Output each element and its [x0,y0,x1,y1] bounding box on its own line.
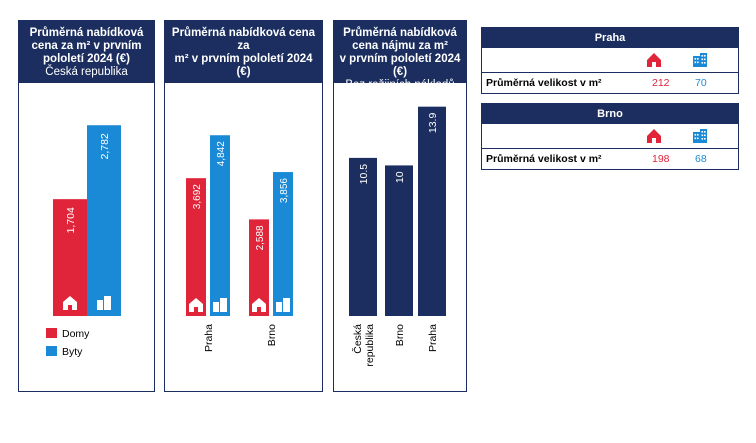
chart-title-line: Průměrná nabídková cena za [171,27,316,52]
category-label: republika [364,324,376,367]
data-label: 13.9 [427,113,439,134]
size-table-brno: Brno Průměrná velikost v m² 198 68 [481,103,739,170]
chart-title-line: cena nájmu za m² [352,40,448,52]
category-label: Brno [394,324,406,346]
house-icon [252,298,266,312]
chart-subtitle: Česká republika [45,66,128,78]
size-table-praha: Praha Průměrná velikost v m² 212 70 [481,27,739,94]
rent-bar [385,165,413,316]
bar-chart: 10.5 Česká republika 10 Brno 13.9 Praha [349,106,446,367]
apartment-building-icon [693,129,707,143]
flats-bar [87,125,121,316]
chart-title-line: m² v prvním pololetí 2024 (€) [174,53,313,78]
rent-bar [418,106,446,317]
category-label: Česká [351,324,364,354]
data-label: 3,856 [279,178,290,203]
table-row: Průměrná velikost v m² 212 70 [482,73,738,93]
apartment-building-icon [97,296,111,310]
chart-title-line: v prvním pololetí 2024 (€) [339,53,461,78]
house-icon [63,296,77,310]
data-label: 10 [394,171,406,183]
rent-bar [349,157,377,316]
panel-header: Průměrná nabídková cena za m² v prvním p… [19,21,154,83]
flats-bar [210,135,230,316]
house-icon [647,129,661,143]
chart-title-line: pololetí 2024 (€) [43,53,130,65]
houses-size-value: 212 [652,77,670,89]
legend-swatch-houses [46,328,57,338]
apartment-building-icon [276,298,290,312]
legend-label-houses: Domy [62,328,90,340]
chart-title-line: cena za m² v prvním [31,40,142,52]
houses-bar [249,219,269,316]
row-label: Průměrná velikost v m² [486,77,602,89]
chart-panel-czech-republic: Průměrná nabídková cena za m² v prvním p… [18,20,155,392]
houses-size-value: 198 [652,153,670,165]
row-label: Průměrná velikost v m² [486,153,602,165]
bar-chart: 3,692 4,842 Praha 2,588 3,856 Brno [186,135,293,352]
chart-title-line: Průměrná nabídková [29,27,144,39]
table-icon-row [482,124,738,149]
chart-title-line: Průměrná nabídková [343,27,457,39]
category-label: Praha [427,324,439,352]
legend-swatch-flats [46,346,57,356]
flats-size-value: 68 [695,153,707,165]
table-icon-row [482,48,738,73]
data-label: 1,704 [65,207,77,233]
panel-header: Průměrná nabídková cena nájmu za m² v pr… [334,21,466,91]
data-label: 2,782 [99,133,111,159]
data-label: 4,842 [216,141,227,166]
table-title: Brno [482,104,738,124]
data-label: 3,692 [192,184,203,209]
data-label: 2,588 [255,225,266,250]
apartment-building-icon [213,298,227,312]
legend-label-flats: Byty [62,346,83,358]
flats-size-value: 70 [695,77,707,89]
table-row: Průměrná velikost v m² 198 68 [482,149,738,169]
house-icon [647,53,661,67]
chart-subtitle: Bez režijních nákladů [345,79,455,91]
panel-header: Průměrná nabídková cena za m² v prvním p… [165,21,322,83]
house-icon [189,298,203,312]
bar-chart: 1,704 2,782 Domy Byty [46,125,121,358]
chart-panel-cities: Průměrná nabídková cena za m² v prvním p… [164,20,323,392]
chart-panel-rent: Průměrná nabídková cena nájmu za m² v pr… [333,20,467,392]
category-label: Praha [203,324,215,352]
flats-bar [273,172,293,316]
data-label: 10.5 [358,164,370,185]
category-label: Brno [266,324,278,346]
apartment-building-icon [693,53,707,67]
table-title: Praha [482,28,738,48]
houses-bar [186,178,206,316]
